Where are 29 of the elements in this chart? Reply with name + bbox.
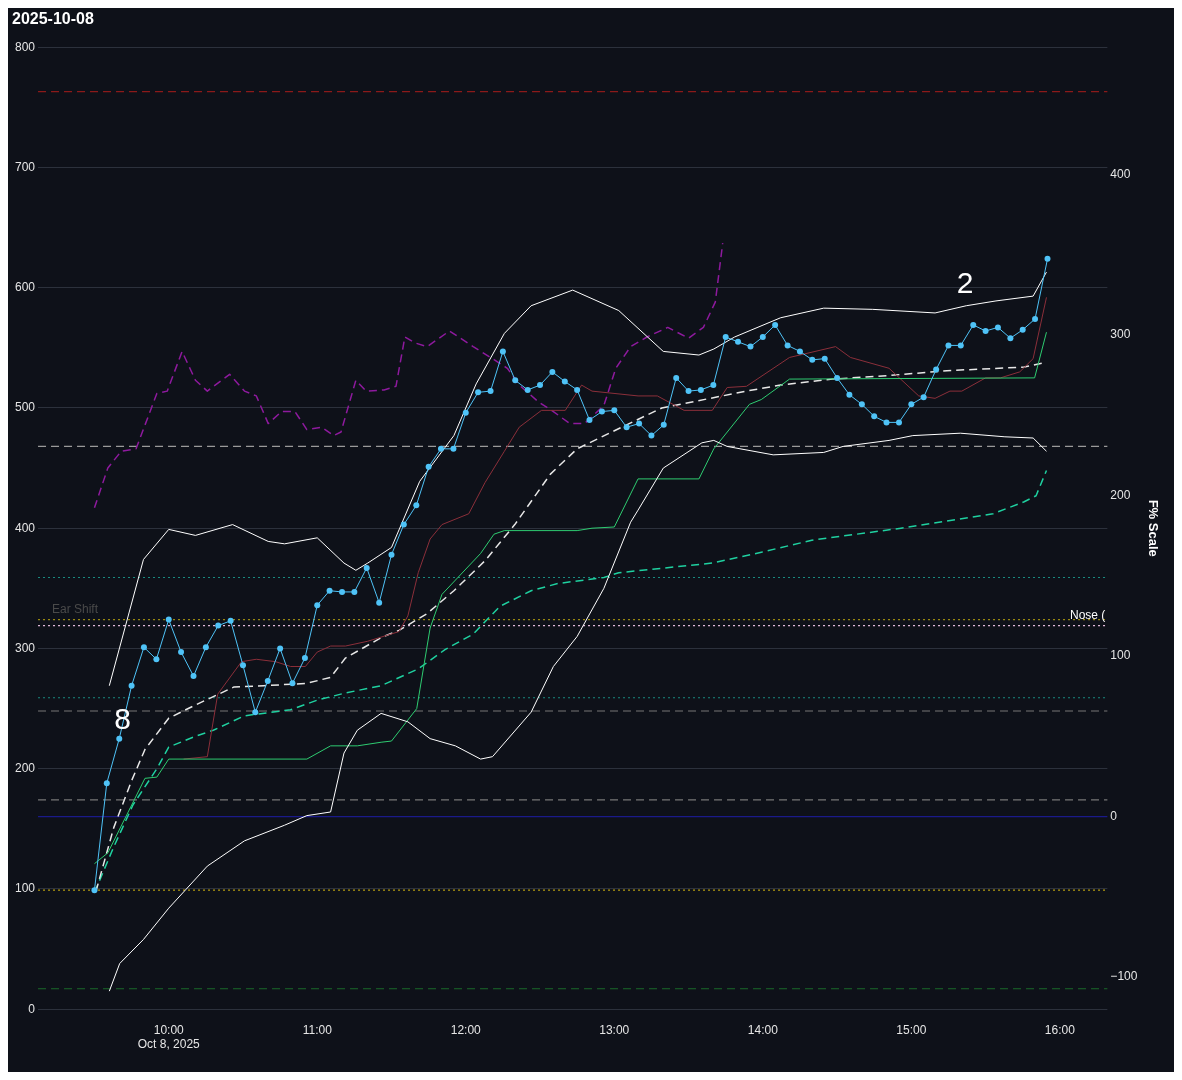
y-tick-label: 700 xyxy=(14,159,36,174)
ref-line-label: Ear Shift xyxy=(52,601,99,616)
y-tick-label: 200 xyxy=(14,761,36,776)
x-tick-label: 11:00 xyxy=(302,1022,333,1037)
y2-tick-label: 300 xyxy=(1110,327,1131,342)
ref-line-label: Nose ( xyxy=(1070,607,1106,622)
y2-tick-label: −100 xyxy=(1110,969,1138,984)
y2-tick-label: 100 xyxy=(1110,648,1131,663)
annotation: 8 xyxy=(114,701,131,735)
y-tick-label: 600 xyxy=(14,280,36,295)
y2-axis-title: F% Scale xyxy=(1145,499,1161,557)
y-tick-label: 500 xyxy=(14,400,36,415)
y2-tick-label: 0 xyxy=(1110,808,1118,823)
y-tick-label: 0 xyxy=(28,1001,36,1016)
x-tick-label: 10:00 Oct 8, 2025 xyxy=(137,1022,201,1052)
y-tick-label: 300 xyxy=(14,640,36,655)
x-tick-label: 15:00 xyxy=(896,1022,927,1037)
x-tick-label: 16:00 xyxy=(1044,1022,1076,1037)
y-tick-label: 400 xyxy=(14,520,36,535)
y2-tick-label: 200 xyxy=(1110,487,1131,502)
y-tick-label: 800 xyxy=(14,39,36,54)
y-tick-label: 100 xyxy=(14,881,36,896)
annotation: 2 xyxy=(956,266,974,300)
x-tick-label: 12:00 xyxy=(450,1022,482,1037)
y2-tick-label: 400 xyxy=(1110,166,1131,181)
x-tick-label: 13:00 xyxy=(599,1022,630,1037)
chart-title: 2025-10-08 xyxy=(12,10,94,28)
line-series xyxy=(93,242,724,509)
x-tick-label: 14:00 xyxy=(747,1022,779,1037)
